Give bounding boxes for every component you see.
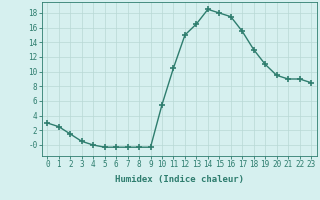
X-axis label: Humidex (Indice chaleur): Humidex (Indice chaleur) [115, 175, 244, 184]
